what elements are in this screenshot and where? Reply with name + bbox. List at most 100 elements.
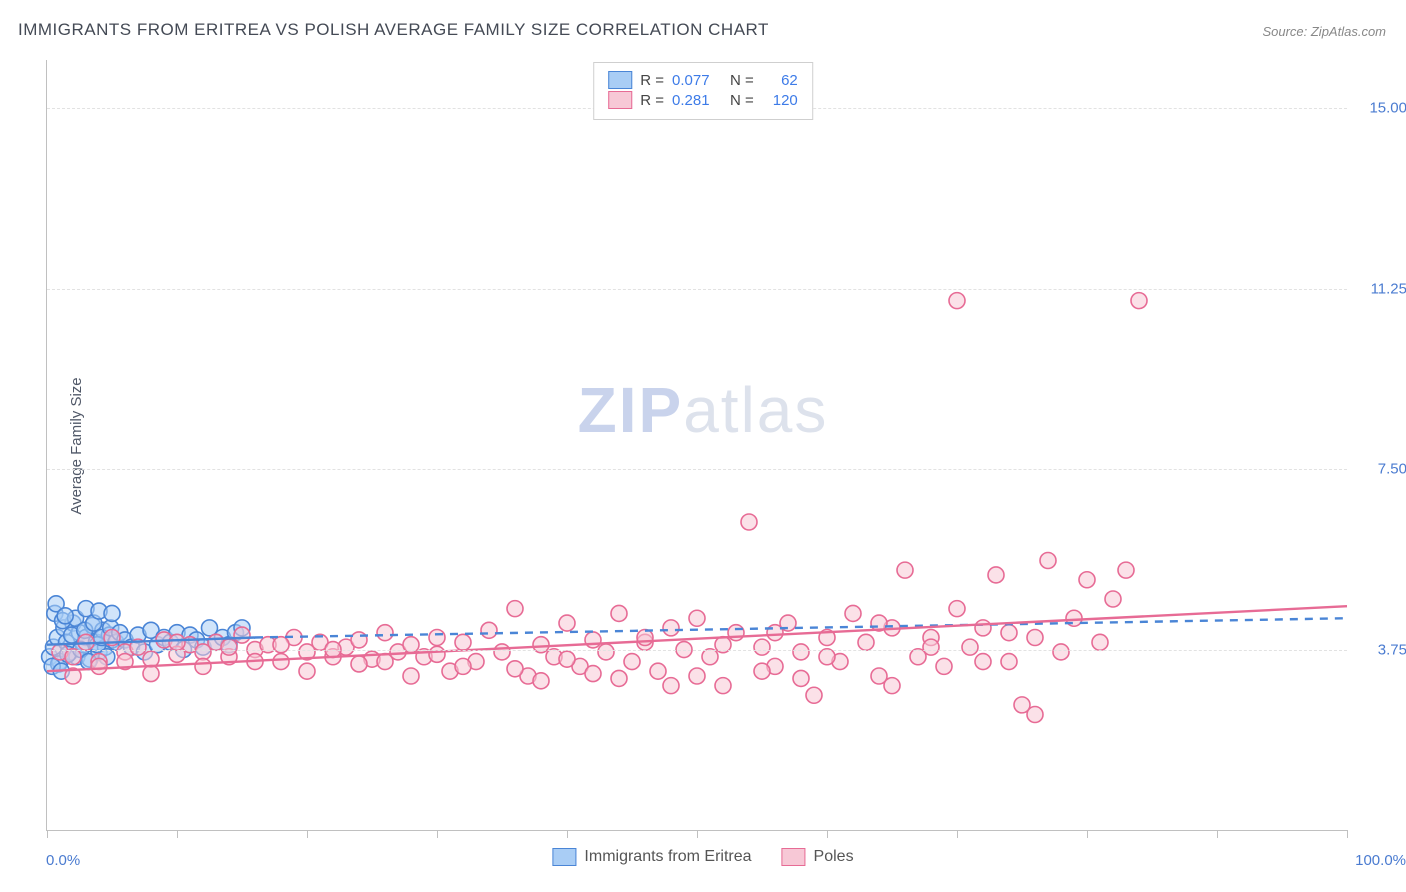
y-tick-label: 3.75 — [1378, 641, 1406, 658]
data-point — [689, 610, 705, 626]
legend-swatch — [608, 71, 632, 89]
data-point — [377, 654, 393, 670]
data-point — [793, 670, 809, 686]
x-max-label: 100.0% — [1355, 852, 1406, 869]
y-tick-label: 11.25 — [1371, 280, 1406, 297]
x-tick — [177, 830, 178, 838]
data-point — [143, 666, 159, 682]
data-point — [455, 658, 471, 674]
data-point — [884, 678, 900, 694]
legend-swatch — [608, 91, 632, 109]
grid-line — [47, 289, 1347, 290]
data-point — [234, 627, 250, 643]
x-tick — [697, 830, 698, 838]
data-point — [1001, 625, 1017, 641]
data-point — [949, 601, 965, 617]
x-min-label: 0.0% — [46, 852, 80, 869]
grid-line — [47, 469, 1347, 470]
data-point — [585, 666, 601, 682]
data-point — [728, 625, 744, 641]
data-point — [858, 634, 874, 650]
data-point — [936, 658, 952, 674]
y-tick-label: 7.50 — [1378, 461, 1406, 478]
plot-area: 3.757.5011.2515.00 — [46, 60, 1347, 831]
data-point — [1027, 630, 1043, 646]
data-point — [559, 651, 575, 667]
y-tick-label: 15.00 — [1369, 100, 1406, 117]
x-tick — [307, 830, 308, 838]
data-point — [741, 514, 757, 530]
data-point — [624, 654, 640, 670]
data-point — [949, 293, 965, 309]
n-label: N = — [730, 72, 754, 89]
data-point — [273, 654, 289, 670]
r-label: R = — [640, 72, 664, 89]
r-value: 0.077 — [672, 72, 722, 89]
data-point — [715, 678, 731, 694]
legend-item: Poles — [782, 848, 854, 866]
data-point — [169, 634, 185, 650]
data-point — [1040, 553, 1056, 569]
x-tick — [827, 830, 828, 838]
r-value: 0.281 — [672, 92, 722, 109]
grid-line — [47, 650, 1347, 651]
data-point — [1001, 654, 1017, 670]
scatter-svg — [47, 60, 1347, 830]
data-point — [975, 654, 991, 670]
data-point — [598, 644, 614, 660]
data-point — [221, 639, 237, 655]
r-label: R = — [640, 92, 664, 109]
data-point — [351, 632, 367, 648]
data-point — [819, 649, 835, 665]
data-point — [923, 639, 939, 655]
data-point — [806, 687, 822, 703]
data-point — [754, 639, 770, 655]
data-point — [1027, 707, 1043, 723]
data-point — [702, 649, 718, 665]
legend-item: Immigrants from Eritrea — [552, 848, 751, 866]
data-point — [559, 615, 575, 631]
source-attribution: Source: ZipAtlas.com — [1262, 24, 1386, 39]
x-tick — [437, 830, 438, 838]
data-point — [793, 644, 809, 660]
x-tick — [1217, 830, 1218, 838]
data-point — [897, 562, 913, 578]
data-point — [351, 656, 367, 672]
data-point — [507, 661, 523, 677]
data-point — [299, 663, 315, 679]
correlation-legend: R = 0.077 N = 62 R = 0.281 N = 120 — [593, 62, 813, 120]
data-point — [1131, 293, 1147, 309]
data-point — [507, 601, 523, 617]
data-point — [1105, 591, 1121, 607]
data-point — [1079, 572, 1095, 588]
data-point — [1118, 562, 1134, 578]
n-value: 62 — [762, 72, 798, 89]
legend-swatch — [782, 848, 806, 866]
data-point — [104, 605, 120, 621]
data-point — [611, 605, 627, 621]
data-point — [975, 620, 991, 636]
x-tick — [47, 830, 48, 838]
n-label: N = — [730, 92, 754, 109]
stats-row: R = 0.281 N = 120 — [608, 91, 798, 109]
data-point — [455, 634, 471, 650]
series-legend: Immigrants from Eritrea Poles — [552, 848, 853, 866]
data-point — [988, 567, 1004, 583]
x-tick — [567, 830, 568, 838]
data-point — [1053, 644, 1069, 660]
x-tick — [1347, 830, 1348, 838]
data-point — [494, 644, 510, 660]
data-point — [481, 622, 497, 638]
data-point — [754, 663, 770, 679]
data-point — [403, 668, 419, 684]
data-point — [845, 605, 861, 621]
data-point — [962, 639, 978, 655]
chart-title: IMMIGRANTS FROM ERITREA VS POLISH AVERAG… — [18, 20, 769, 40]
legend-swatch — [552, 848, 576, 866]
x-tick — [1087, 830, 1088, 838]
data-point — [65, 649, 81, 665]
n-value: 120 — [762, 92, 798, 109]
data-point — [429, 630, 445, 646]
data-point — [663, 620, 679, 636]
legend-label: Poles — [814, 848, 854, 866]
